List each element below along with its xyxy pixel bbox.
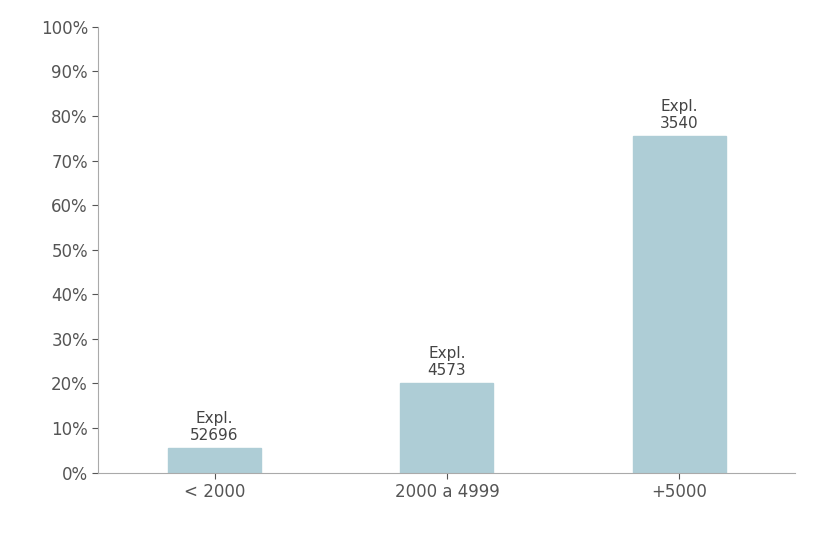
Text: 52696: 52696 (190, 427, 238, 442)
Bar (400, 383, 493, 473)
Text: Expl.: Expl. (659, 99, 697, 114)
Bar (168, 448, 260, 473)
Text: 3540: 3540 (659, 115, 698, 130)
Text: Expl.: Expl. (428, 346, 465, 361)
Text: 4573: 4573 (427, 363, 466, 378)
Text: Expl.: Expl. (196, 411, 233, 426)
Bar (632, 136, 725, 473)
